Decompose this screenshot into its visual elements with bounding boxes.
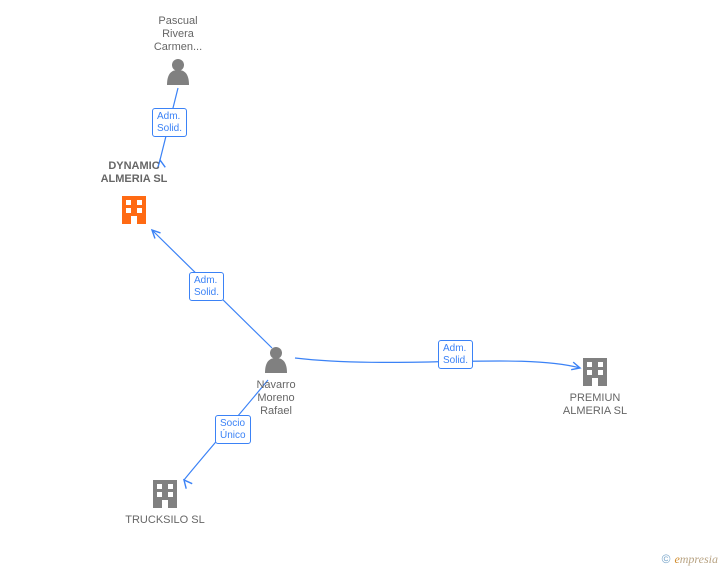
company-icon bbox=[583, 358, 607, 386]
copyright-symbol: © bbox=[662, 552, 671, 566]
diagram-node: DYNAMIC ALMERIA SL bbox=[79, 160, 189, 186]
diagram-canvas bbox=[0, 0, 728, 575]
watermark-text: mpresia bbox=[680, 552, 718, 566]
company-icon bbox=[153, 480, 177, 508]
node-label: Pascual Rivera Carmen... bbox=[123, 15, 233, 55]
edge-label: Socio Único bbox=[215, 415, 251, 444]
node-label: TRUCKSILO SL bbox=[110, 514, 220, 527]
company-icon bbox=[122, 196, 146, 224]
diagram-node: Pascual Rivera Carmen... bbox=[123, 15, 233, 55]
diagram-node: PREMIUN ALMERIA SL bbox=[540, 392, 650, 418]
diagram-node: TRUCKSILO SL bbox=[110, 514, 220, 527]
node-label: Navarro Moreno Rafael bbox=[221, 379, 331, 419]
edge-label: Adm. Solid. bbox=[152, 108, 187, 137]
person-icon bbox=[265, 347, 287, 373]
person-icon bbox=[167, 59, 189, 85]
watermark: ©empresia bbox=[662, 552, 718, 567]
edge-label: Adm. Solid. bbox=[438, 340, 473, 369]
edge-label: Adm. Solid. bbox=[189, 272, 224, 301]
diagram-node: Navarro Moreno Rafael bbox=[221, 379, 331, 419]
node-label: PREMIUN ALMERIA SL bbox=[540, 392, 650, 418]
node-label: DYNAMIC ALMERIA SL bbox=[79, 160, 189, 186]
